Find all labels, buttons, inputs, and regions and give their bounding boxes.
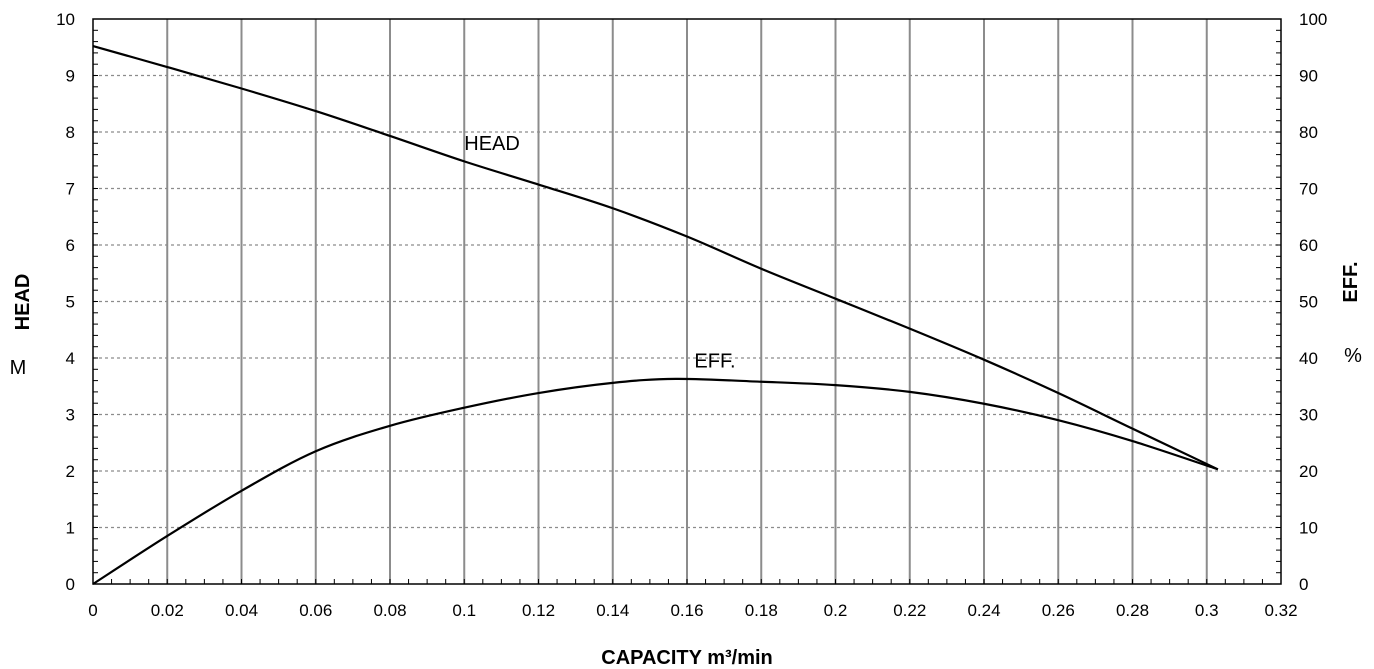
x-tick-label: 0.06 — [299, 601, 332, 620]
x-tick-label: 0 — [88, 601, 97, 620]
right-axis-tick-labels: 0 10 20 30 40 50 60 70 80 90 100 — [1299, 10, 1327, 594]
head-curve — [92, 45, 1219, 471]
right-tick-label: 30 — [1299, 406, 1318, 425]
left-axis-title: HEAD — [12, 274, 34, 331]
x-tick-label: 0.04 — [225, 601, 258, 620]
right-tick-label: 80 — [1299, 123, 1318, 142]
right-tick-label: 90 — [1299, 67, 1318, 86]
series-lines — [92, 45, 1219, 585]
left-tick-label: 1 — [66, 519, 75, 538]
eff-curve — [92, 377, 1219, 585]
x-tick-label: 0.32 — [1264, 601, 1297, 620]
curve-annotations: HEAD EFF. — [464, 133, 735, 373]
left-axis-tick-labels: 0 1 2 3 4 5 6 7 8 9 10 — [56, 10, 75, 594]
right-tick-label: 60 — [1299, 236, 1318, 255]
right-tick-label: 0 — [1299, 575, 1308, 594]
x-tick-label: 0.12 — [522, 601, 555, 620]
left-tick-label: 8 — [66, 123, 75, 142]
right-axis-unit: % — [1344, 345, 1362, 367]
minor-tick-marks — [92, 18, 1282, 585]
right-tick-label: 20 — [1299, 462, 1318, 481]
x-tick-label: 0.3 — [1195, 601, 1219, 620]
x-tick-label: 0.16 — [670, 601, 703, 620]
x-tick-label: 0.2 — [824, 601, 848, 620]
left-tick-label: 0 — [66, 575, 75, 594]
left-tick-label: 3 — [66, 406, 75, 425]
x-tick-label: 0.02 — [151, 601, 184, 620]
x-tick-label: 0.08 — [373, 601, 406, 620]
x-axis-title: CAPACITY m³/min — [601, 647, 773, 669]
x-tick-label: 0.1 — [452, 601, 476, 620]
x-axis-tick-labels: 0 0.02 0.04 0.06 0.08 0.1 0.12 0.14 0.16 0.18 0.2 0… — [88, 601, 1297, 620]
left-tick-label: 6 — [66, 236, 75, 255]
right-tick-label: 40 — [1299, 349, 1318, 368]
right-tick-label: 100 — [1299, 10, 1327, 29]
left-axis-unit: M — [10, 357, 27, 379]
x-tick-label: 0.22 — [893, 601, 926, 620]
eff-curve-label: EFF. — [694, 351, 735, 373]
right-axis-title: EFF. — [1340, 261, 1362, 302]
x-tick-label: 0.26 — [1042, 601, 1075, 620]
left-tick-label: 4 — [66, 349, 75, 368]
x-tick-label: 0.18 — [745, 601, 778, 620]
x-tick-label: 0.28 — [1116, 601, 1149, 620]
left-tick-label: 2 — [66, 462, 75, 481]
x-tick-label: 0.14 — [596, 601, 629, 620]
grid-lines — [93, 19, 1281, 584]
head-curve-label: HEAD — [464, 133, 520, 155]
left-tick-label: 9 — [66, 67, 75, 86]
right-tick-label: 10 — [1299, 519, 1318, 538]
right-tick-label: 50 — [1299, 293, 1318, 312]
left-tick-label: 5 — [66, 293, 75, 312]
x-tick-label: 0.24 — [967, 601, 1000, 620]
right-tick-label: 70 — [1299, 180, 1318, 199]
left-tick-label: 10 — [56, 10, 75, 29]
left-tick-label: 7 — [66, 180, 75, 199]
